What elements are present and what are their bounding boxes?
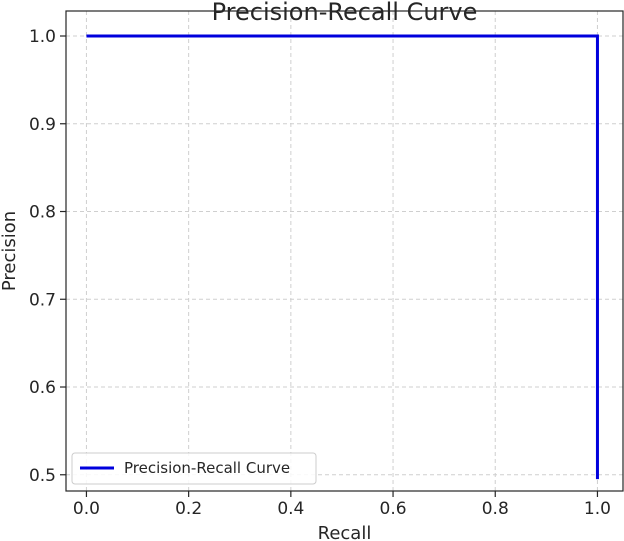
legend-label: Precision-Recall Curve	[124, 459, 290, 477]
y-tick-label: 1.0	[29, 27, 56, 47]
y-tick-label: 0.9	[29, 115, 56, 135]
x-tick-label: 0.2	[175, 499, 202, 519]
x-axis-label: Recall	[318, 523, 372, 541]
x-tick-label: 0.4	[277, 499, 304, 519]
y-tick-label: 0.5	[29, 466, 56, 486]
axis-ticks: 0.0 0.2 0.4 0.6 0.8 1.0 0.5 0.6 0.7 0.8 0.9 1.0	[29, 27, 611, 519]
x-tick-label: 0.8	[482, 499, 509, 519]
y-tick-label: 0.6	[29, 378, 56, 398]
y-axis-label: Precision	[0, 211, 20, 291]
y-tick-label: 0.8	[29, 203, 56, 223]
x-tick-label: 1.0	[584, 499, 611, 519]
legend-box	[71, 452, 317, 485]
legend: Precision-Recall Curve	[71, 452, 317, 485]
plot-area-frame	[65, 10, 624, 492]
series-line	[86, 34, 599, 480]
x-tick-label: 0.0	[73, 499, 100, 519]
chart-title: Precision-Recall Curve	[212, 0, 478, 26]
y-tick-label: 0.7	[29, 290, 56, 310]
series-layer	[86, 34, 599, 480]
x-tick-label: 0.6	[380, 499, 407, 519]
